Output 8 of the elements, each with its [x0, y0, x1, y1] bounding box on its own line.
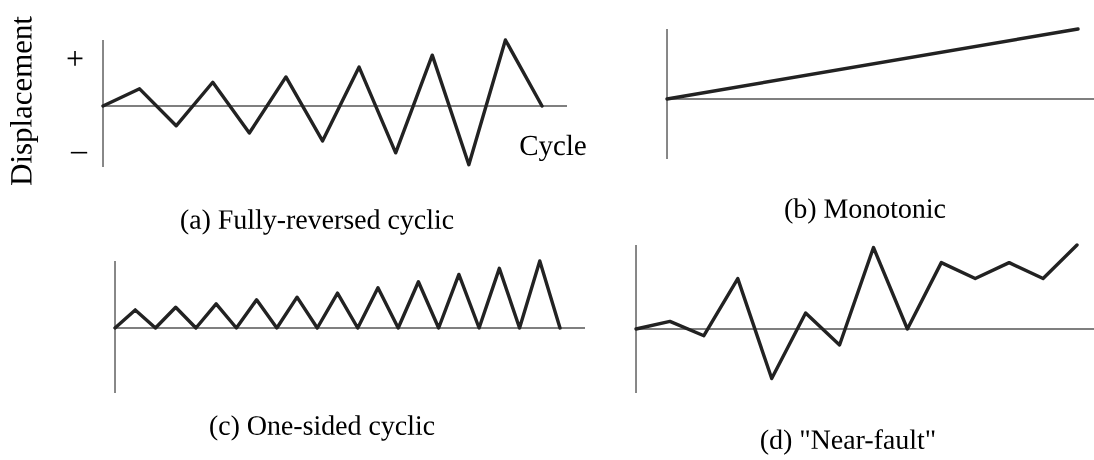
y-axis-title: Displacement — [10, 16, 39, 185]
text: (a) Fully-reversed cyclic — [181, 209, 454, 235]
text: + — [67, 50, 83, 66]
text: (c) One-sided cyclic — [210, 415, 435, 441]
text: – — [70, 151, 88, 154]
text: (d) "Near-fault" — [761, 429, 935, 455]
x-axis-title: Cycle — [520, 134, 586, 162]
text: (b) Monotonic — [785, 198, 946, 224]
